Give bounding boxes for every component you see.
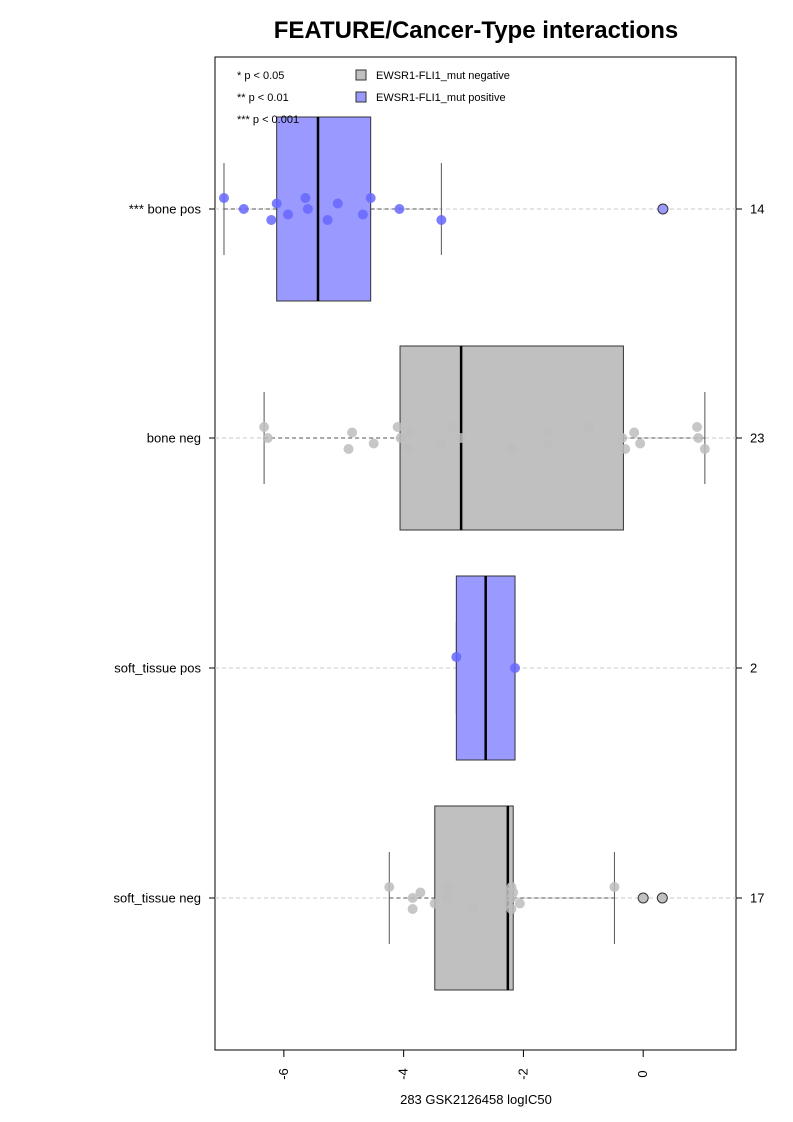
data-point [332,198,343,209]
x-tick-label: -4 [396,1068,411,1080]
data-point [693,433,704,443]
chart-title: FEATURE/Cancer-Type interactions [274,17,679,44]
data-point [384,882,395,892]
data-point [343,444,354,454]
data-point [407,893,418,903]
data-point [394,204,405,214]
data-point [266,215,277,225]
data-point [692,422,703,432]
data-point [365,193,376,203]
data-point [542,427,553,438]
data-point [617,433,628,443]
data-point [357,209,368,220]
outlier-point [656,892,668,904]
data-point [436,438,447,449]
points-layer [218,193,710,914]
group-label: *** bone pos [129,202,202,217]
outlier-point [657,203,669,215]
legend-swatch [355,69,367,81]
data-point [441,893,452,903]
data-point [429,898,440,909]
group-count: 23 [750,431,764,446]
outlier-point [637,892,649,904]
data-point [468,904,479,914]
data-point [392,422,403,432]
legend-series-label: EWSR1-FLI1_mut negative [376,70,510,82]
data-point [262,433,273,443]
data-point [629,427,640,438]
data-point [395,433,406,443]
axes-layer: *** bone pos 14 bone neg 23 soft_tissue pos 2… [114,202,765,1080]
data-point [218,193,229,203]
significance-legend-item: ** p < 0.01 [237,92,289,104]
plot-frame [214,56,737,1051]
data-point [451,652,462,662]
legend-swatch [355,91,367,103]
data-point [436,215,447,225]
data-point [407,904,418,914]
legend: * p < 0.05 ** p < 0.01 *** p < 0.001 EWSR1-… [237,69,510,126]
data-point [302,204,313,214]
group-label: soft_tissue pos [114,661,201,676]
box-iqr [399,345,624,531]
data-point [506,444,517,454]
data-point [415,887,426,898]
significance-legend-item: * p < 0.05 [237,70,284,82]
data-point [238,204,249,214]
significance-legend-item: *** p < 0.001 [237,114,299,126]
data-point [441,882,452,892]
data-point [456,433,467,443]
data-point [322,215,333,225]
data-point [402,444,413,454]
x-tick-label: -6 [276,1068,291,1080]
data-point [448,422,459,432]
data-point [283,209,294,220]
data-point [620,444,631,454]
data-point [347,427,358,438]
data-point [368,438,379,449]
group-count: 14 [750,202,764,217]
data-point [508,887,519,898]
group-count: 17 [750,891,764,906]
box-iqr [276,116,372,302]
data-point [699,444,710,454]
data-point [300,193,311,203]
data-point [635,438,646,449]
x-axis-label: 283 GSK2126458 logIC50 [400,1092,552,1107]
x-tick-label: -2 [515,1068,530,1080]
grid-layer [215,208,736,899]
data-point [542,438,553,449]
group-label: bone neg [147,431,201,446]
legend-series-label: EWSR1-FLI1_mut positive [376,92,506,104]
data-point [510,663,521,673]
group-count: 2 [750,661,757,676]
data-point [506,904,517,914]
data-point [404,427,415,438]
x-tick-label: 0 [635,1070,650,1077]
group-label: soft_tissue neg [114,891,201,906]
data-point [271,198,282,209]
data-point [584,422,595,432]
data-point [609,882,620,892]
data-point [514,898,525,909]
box-layer [223,116,706,991]
data-point [259,422,270,432]
